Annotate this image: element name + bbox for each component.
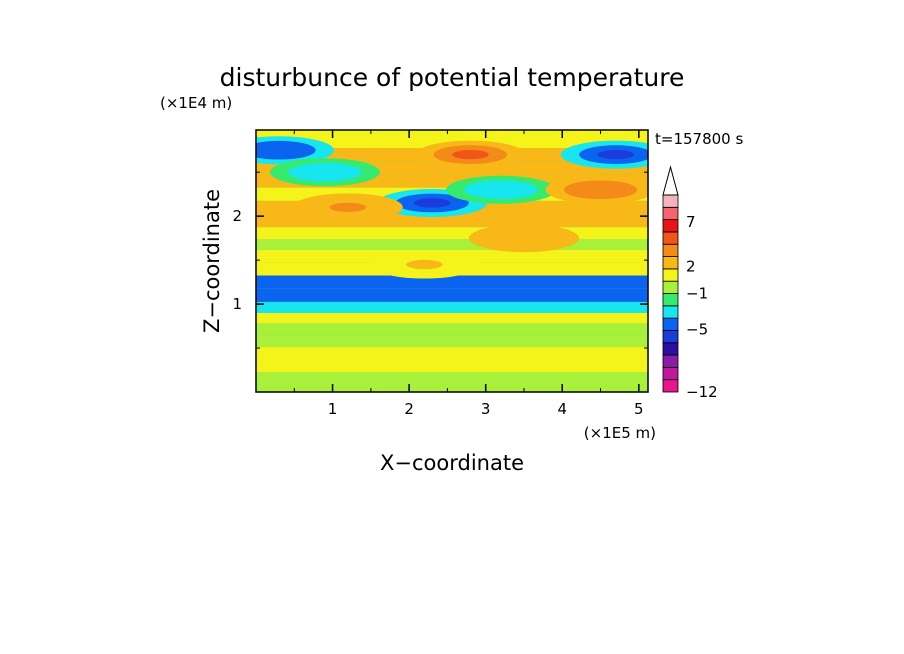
heatmap-features: [256, 136, 648, 279]
colorbar: 7 2 −1 −5 −12: [662, 165, 718, 401]
heatmap-band: [256, 227, 648, 240]
time-label: t=157800 s: [655, 130, 743, 148]
heatmap-feature: [452, 149, 489, 160]
heatmap-band: [256, 322, 648, 335]
y-axis-title: Z−coordinate: [200, 189, 224, 333]
heatmap-feature: [597, 149, 635, 160]
heatmap-feature: [260, 145, 298, 155]
colorbar-swatch: [662, 268, 679, 282]
heatmap-feature: [505, 233, 543, 243]
colorbar-tick-label: −5: [686, 320, 708, 338]
colorbar-swatch: [662, 366, 679, 381]
heatmap-band: [256, 372, 648, 392]
heatmap-band: [256, 301, 648, 313]
colorbar-swatch: [662, 219, 679, 233]
x-tick-label: 1: [328, 400, 338, 418]
heatmap-field: [256, 130, 648, 392]
heatmap-band: [256, 239, 648, 251]
heatmap-band: [256, 275, 648, 289]
chart-title: disturbunce of potential temperature: [220, 63, 685, 92]
heatmap-feature: [413, 198, 451, 208]
plot-frame: [255, 129, 649, 393]
colorbar-tick-label: 7: [686, 213, 696, 231]
colorbar-swatch: [662, 194, 679, 208]
colorbar-swatch: [662, 305, 679, 319]
heatmap-feature: [329, 202, 367, 213]
colorbar-swatch: [662, 206, 679, 221]
heatmap-feature: [306, 167, 344, 177]
x-axis-title: X−coordinate: [380, 451, 524, 475]
colorbar-swatch: [662, 256, 679, 270]
y-tick-label: 2: [232, 207, 242, 225]
colorbar-swatch: [662, 243, 679, 257]
heatmap-band: [256, 130, 648, 149]
x-unit-label: (×1E5 m): [584, 424, 656, 442]
heatmap-band: [256, 334, 648, 347]
colorbar-swatch: [662, 280, 679, 294]
x-tick-label: 2: [404, 400, 414, 418]
heatmap-band: [256, 312, 648, 323]
colorbar-swatch: [662, 293, 679, 307]
colorbar-swatch: [662, 317, 679, 331]
colorbar-swatch: [662, 342, 679, 356]
x-tick-label: 4: [557, 400, 567, 418]
heatmap-feature: [582, 185, 619, 195]
y-unit-label: (×1E4 m): [160, 94, 232, 112]
heatmap-feature: [406, 259, 443, 270]
colorbar-extend-arrow: [662, 165, 679, 196]
colorbar-swatch: [662, 354, 679, 368]
colorbar-swatch: [662, 231, 679, 245]
x-tick-label: 3: [481, 400, 491, 418]
heatmap-band: [256, 346, 648, 360]
colorbar-swatch: [662, 330, 679, 344]
x-tick-label: 5: [634, 400, 644, 418]
heatmap-feature: [482, 185, 520, 195]
y-tick-label: 1: [232, 295, 242, 313]
colorbar-tick-label: −1: [686, 285, 708, 303]
y-axis-ticks: 12: [232, 171, 648, 349]
heatmap-band: [256, 359, 648, 373]
colorbar-swatch: [662, 379, 679, 393]
heatmap-band: [256, 288, 648, 302]
colorbar-tick-label: −12: [686, 383, 718, 401]
colorbar-tick-label: 2: [686, 258, 696, 276]
x-axis-ticks: 1 2 3 4 5: [293, 130, 644, 418]
